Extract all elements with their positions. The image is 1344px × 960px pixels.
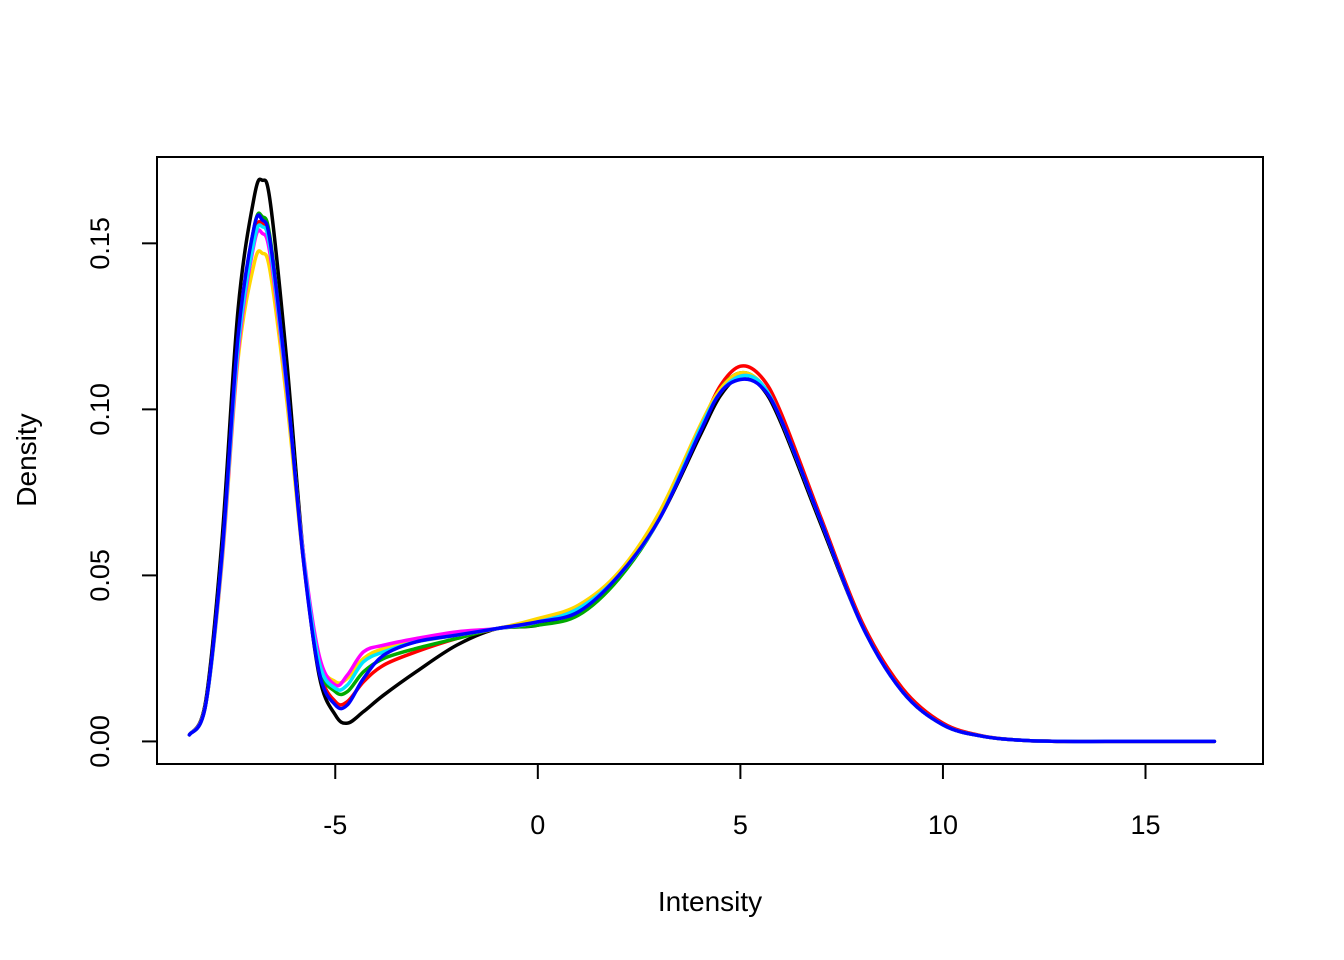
series-line-4 (187, 249, 1217, 744)
axis-layer: -5 0 5 10 15 0.00 0.05 0.10 0.15 (85, 217, 1161, 840)
series-line-6 (187, 223, 1217, 744)
x-tick-label: 0 (530, 810, 545, 840)
series-layer (187, 177, 1217, 744)
y-tick-label: 0.15 (85, 217, 115, 270)
series-line-7 (187, 213, 1217, 744)
x-tick-label: 15 (1130, 810, 1160, 840)
x-tick-label: -5 (323, 810, 347, 840)
y-tick-label: 0.00 (85, 715, 115, 768)
series-line-2 (187, 219, 1217, 744)
x-axis-title: Intensity (658, 886, 762, 917)
y-axis-title: Density (11, 413, 42, 506)
series-line-1 (187, 177, 1217, 744)
x-tick-label: 10 (928, 810, 958, 840)
x-tick-label: 5 (733, 810, 748, 840)
series-line-5 (187, 228, 1217, 744)
series-line-3 (187, 211, 1217, 744)
y-tick-label: 0.05 (85, 549, 115, 602)
y-tick-label: 0.10 (85, 383, 115, 436)
